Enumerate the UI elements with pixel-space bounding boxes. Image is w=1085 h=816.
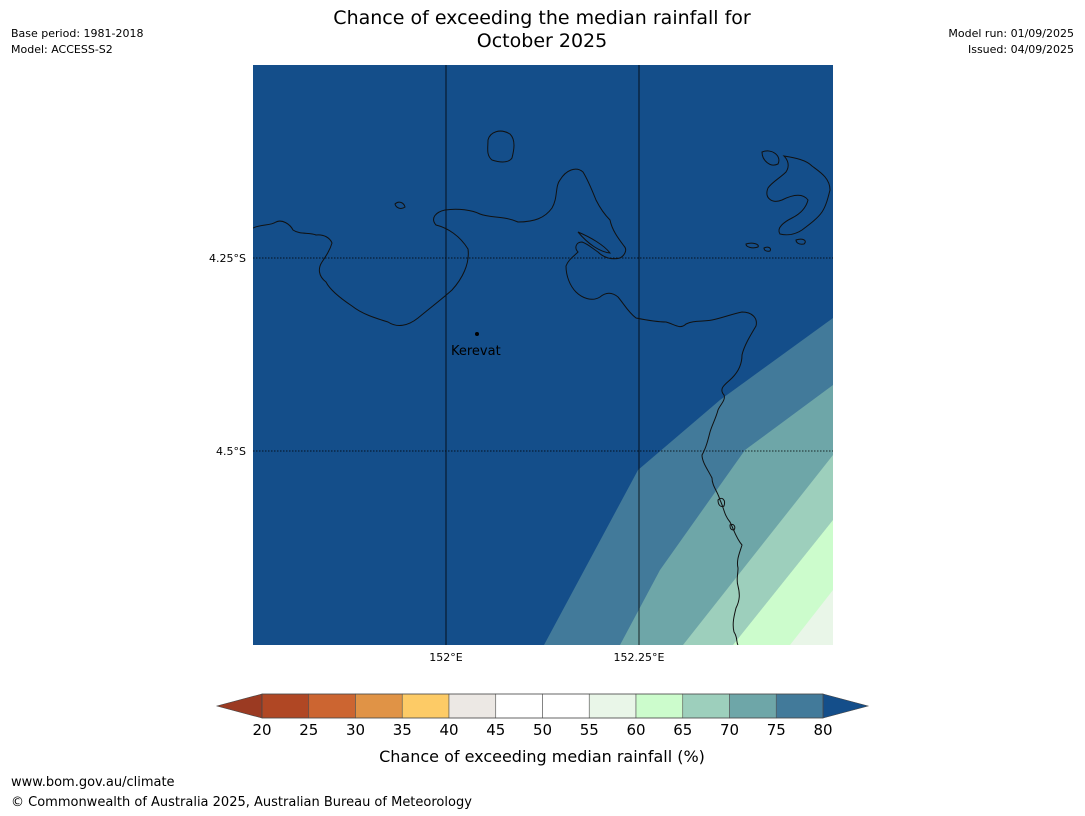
colorbar-segment xyxy=(355,693,403,719)
model-label: Model: ACCESS-S2 xyxy=(11,43,113,56)
colorbar-segment xyxy=(261,693,310,719)
base-period-label: Base period: 1981-2018 xyxy=(11,27,144,40)
kerevat-marker xyxy=(475,332,479,336)
colorbar-frame xyxy=(261,693,824,719)
colorbar-segment xyxy=(729,693,777,719)
colorbar-low-arrow xyxy=(215,693,263,719)
colorbar-tick-label: 45 xyxy=(486,721,505,739)
lat-label-4-25: 4.25°S xyxy=(209,252,246,265)
colorbar-tick-label: 50 xyxy=(533,721,552,739)
colorbar-tick-label: 75 xyxy=(767,721,786,739)
colorbar-segment xyxy=(401,693,450,719)
band-55-60 xyxy=(790,590,833,645)
colorbar-title: Chance of exceeding median rainfall (%) xyxy=(379,747,705,766)
colorbar-segment xyxy=(495,693,543,719)
colorbar-tick-label: 40 xyxy=(439,721,458,739)
colorbar-tick-label: 65 xyxy=(673,721,692,739)
issued-label: Issued: 04/09/2025 xyxy=(967,43,1074,56)
colorbar-tick-label: 25 xyxy=(299,721,318,739)
colorbar-tick-label: 20 xyxy=(252,721,271,739)
colorbar-segment xyxy=(448,693,497,719)
coastline xyxy=(253,130,831,645)
colorbar-ticks: 20 25 30 35 40 45 50 55 60 65 70 75 80 xyxy=(252,721,832,739)
colorbar-segments xyxy=(261,693,824,719)
colorbar-segment xyxy=(635,693,684,719)
model-run-label: Model run: 01/09/2025 xyxy=(948,27,1074,40)
colorbar-tick-label: 80 xyxy=(813,721,832,739)
title-line-2: October 2025 xyxy=(476,30,608,52)
page-title: Chance of exceeding the median rainfall … xyxy=(242,7,842,53)
footer-copyright: © Commonwealth of Australia 2025, Austra… xyxy=(11,795,472,810)
map-area: Kerevat xyxy=(253,65,833,645)
colorbar-tick-label: 55 xyxy=(580,721,599,739)
colorbar-tick-label: 30 xyxy=(346,721,365,739)
title-line-1: Chance of exceeding the median rainfall … xyxy=(333,7,751,29)
colorbar-tick-label: 60 xyxy=(626,721,645,739)
colorbar-tick-label: 35 xyxy=(393,721,412,739)
colorbar-segment xyxy=(775,693,824,719)
lat-label-4-5: 4.5°S xyxy=(216,445,246,458)
colorbar-segment xyxy=(308,693,356,719)
lon-label-152: 152°E xyxy=(429,651,462,664)
colorbar-segment xyxy=(682,693,730,719)
colorbar-segment xyxy=(542,693,590,719)
colorbar-tick-label: 70 xyxy=(720,721,739,739)
colorbar: 20 25 30 35 40 45 50 55 60 65 70 75 80 Chance of exc… xyxy=(215,693,870,766)
colorbar-high-arrow xyxy=(822,693,870,719)
kerevat-label: Kerevat xyxy=(451,344,501,359)
band-60-65 xyxy=(733,520,833,645)
lon-label-152-25: 152.25°E xyxy=(614,651,665,664)
colorbar-segment xyxy=(588,693,637,719)
footer-url[interactable]: www.bom.gov.au/climate xyxy=(11,775,175,790)
